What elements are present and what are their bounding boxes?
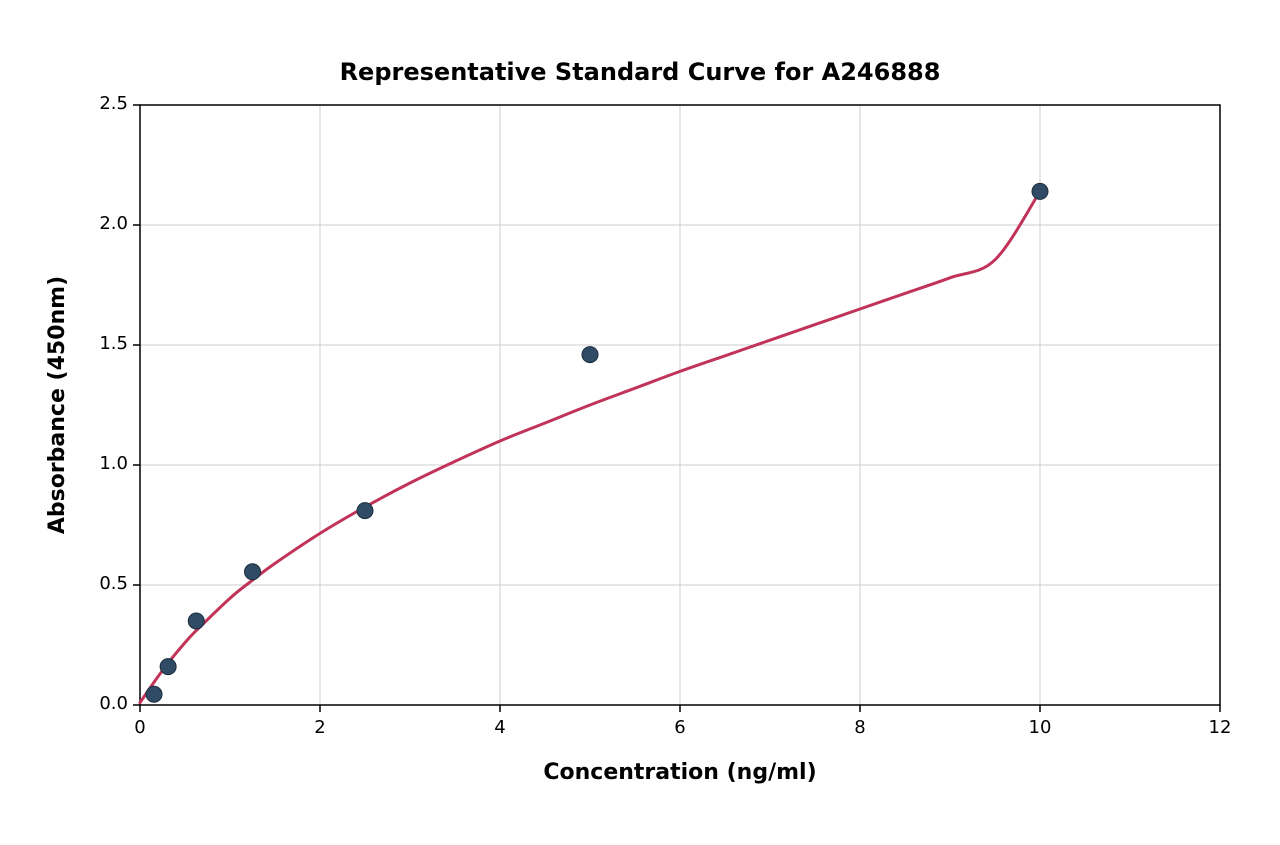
y-tick-label: 2.5 (68, 93, 128, 114)
scatter-point (146, 686, 162, 702)
x-tick-label: 6 (650, 717, 710, 738)
x-tick-label: 8 (830, 717, 890, 738)
scatter-point (582, 347, 598, 363)
chart-svg (0, 0, 1280, 845)
x-tick-label: 12 (1190, 717, 1250, 738)
x-axis-label: Concentration (ng/ml) (140, 760, 1220, 785)
x-tick-label: 2 (290, 717, 350, 738)
scatter-point (357, 503, 373, 519)
scatter-point (1032, 183, 1048, 199)
y-tick-label: 0.0 (68, 693, 128, 714)
y-tick-label: 1.5 (68, 333, 128, 354)
x-tick-label: 4 (470, 717, 530, 738)
x-tick-label: 0 (110, 717, 170, 738)
y-axis-label: Absorbance (450nm) (45, 105, 70, 705)
scatter-point (188, 613, 204, 629)
chart-container: Representative Standard Curve for A24688… (0, 0, 1280, 845)
fit-curve (140, 191, 1040, 702)
y-tick-label: 1.0 (68, 453, 128, 474)
scatter-point (160, 659, 176, 675)
y-tick-label: 0.5 (68, 573, 128, 594)
y-tick-label: 2.0 (68, 213, 128, 234)
x-tick-label: 10 (1010, 717, 1070, 738)
scatter-point (245, 564, 261, 580)
